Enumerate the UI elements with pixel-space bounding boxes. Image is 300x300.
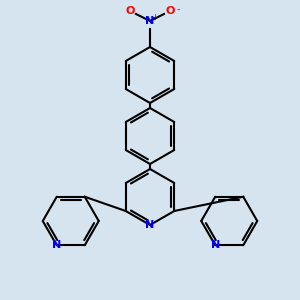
Text: N: N (146, 16, 154, 26)
Text: O: O (125, 6, 135, 16)
Text: N: N (211, 240, 220, 250)
Text: O: O (165, 6, 175, 16)
Text: +: + (152, 13, 158, 22)
Text: -: - (176, 4, 180, 14)
Text: N: N (146, 220, 154, 230)
Text: N: N (52, 240, 62, 250)
